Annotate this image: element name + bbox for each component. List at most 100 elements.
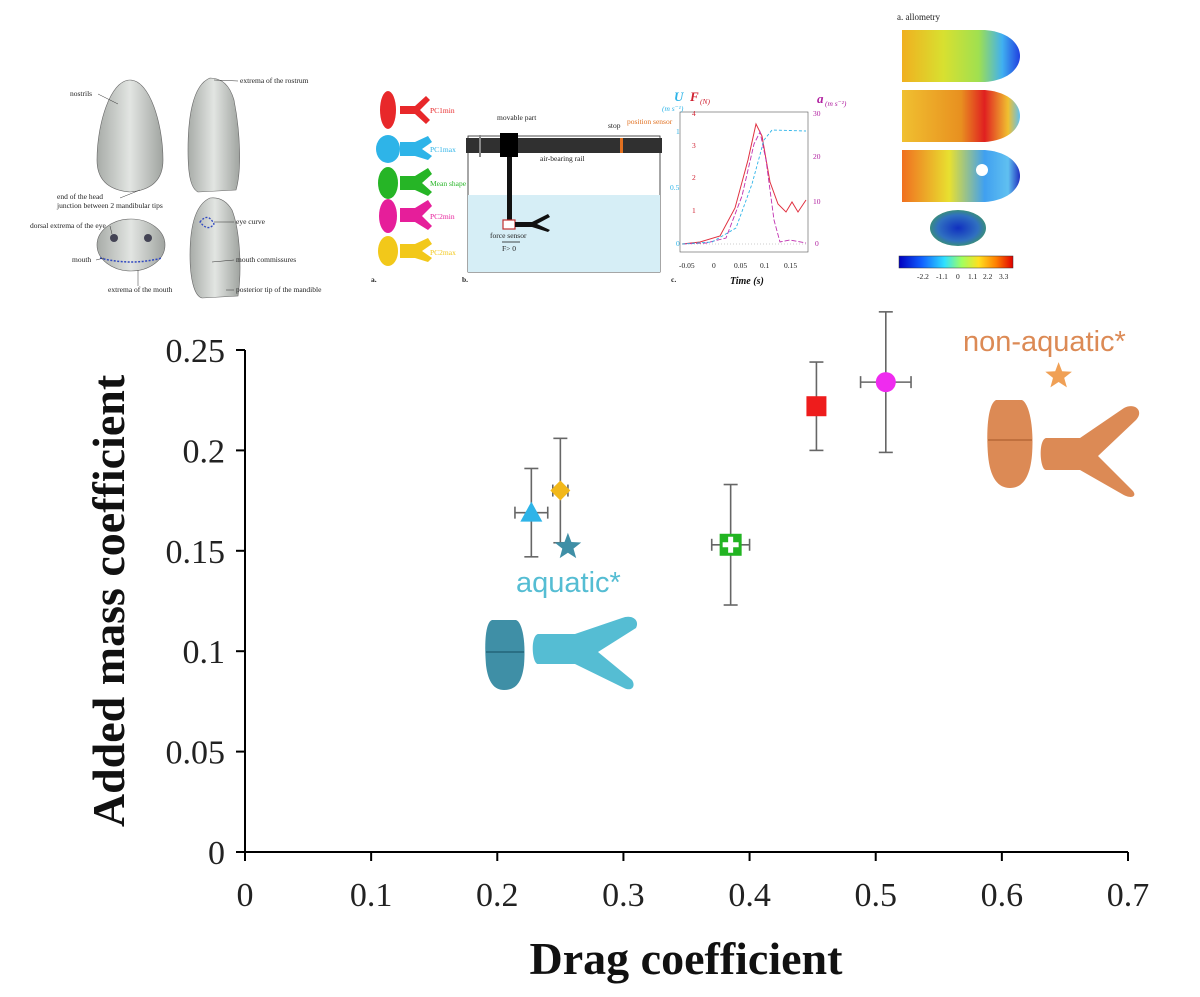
svg-text:1: 1 [692,206,696,215]
a-axis-label: a [817,91,824,106]
eye-right-icon [144,234,152,242]
label-nostrils: nostrils [70,89,92,98]
svg-text:0: 0 [956,272,960,281]
vertical-rod [507,157,512,227]
data-point-circle [859,311,912,454]
svg-text:0: 0 [815,239,819,248]
svg-text:0.5: 0.5 [670,183,680,192]
svg-text:0.15: 0.15 [784,261,797,270]
allometry-colorbar-ticks: -2.2 -1.1 0 1.1 2.2 3.3 [917,272,1009,281]
inset-time-series: U (m s⁻¹) F (N) a (m s⁻²) -0.05 0 0.05 0… [662,89,847,287]
label-end-of-head: end of the head [57,192,103,201]
force-sensor-box [502,219,516,230]
data-point-cross-square [710,483,751,606]
eye-curve-line [199,216,215,229]
rail-label: air-bearing rail [540,154,585,163]
x-tick-label: 0.4 [728,877,771,914]
y-tick-label: 0 [208,835,225,872]
marker-square [806,396,827,417]
inset-setup: PC1min PC1max Mean shape PC2min PC2max [371,91,673,284]
label-dorsal-eye: dorsal extrema of the eye [30,221,106,230]
f-axis-unit: (N) [700,97,711,106]
shape-label-pc2max: PC2max [430,248,456,257]
x-tick-label: 0.7 [1107,877,1150,914]
svg-text:0: 0 [712,261,716,270]
svg-text:1: 1 [676,127,680,136]
svg-text:2.2: 2.2 [983,272,993,281]
x-tick-label: 0.6 [981,877,1024,914]
water-tank [468,195,660,272]
allometry-head-4 [930,210,986,246]
panel-b-label: b. [462,275,468,284]
air-bearing-rail [466,138,662,153]
time-x-title: Time (s) [730,276,764,287]
svg-text:-2.2: -2.2 [917,272,929,281]
svg-text:30: 30 [813,109,821,118]
head-ventral-view [189,197,241,299]
time-f-ticks: 1 2 3 4 [692,109,696,215]
y-tick-label: 0.15 [166,534,226,571]
mouth-line [99,257,163,263]
y-tick-label: 0.25 [166,333,226,370]
svg-text:1.1: 1.1 [968,272,978,281]
allometry-colorbar [898,255,1014,269]
u-axis-unit: (m s⁻¹) [662,104,684,113]
svg-text:2: 2 [692,173,696,182]
experimental-setup: movable part stop position sensor air-be… [462,113,673,284]
velocity-curve [681,129,807,245]
svg-text:4: 4 [692,109,696,118]
non-aquatic-head-illustration [987,400,1140,497]
data-point-diamond [550,437,571,544]
eye-left-icon [110,234,118,242]
label-extrema-mouth: extrema of the mouth [108,285,173,294]
x-tick-label: 0.2 [476,877,519,914]
shape-pc2min: PC2min [379,199,455,233]
inset-head-landmarks: nostrils extrema of the rostrum end of t… [30,76,322,299]
data-point-triangle [514,467,549,558]
label-extrema-rostrum: extrema of the rostrum [240,76,309,85]
svg-text:-1.1: -1.1 [936,272,948,281]
panel-a-label: a. [371,275,377,284]
allometry-head-2 [902,90,1020,142]
inset-allometry: a. allometry -2.2 -1.1 0 1.1 2.2 3.3 [897,12,1020,281]
x-tick-label: 0.1 [350,877,393,914]
svg-text:-0.05: -0.05 [679,261,695,270]
shape-pc1min: PC1min [380,91,455,129]
shape-pc2max: PC2max [378,236,456,266]
label-mandible-tip: posterior tip of the mandible [236,285,322,294]
x-tick-label: 0.5 [854,877,897,914]
shape-list: PC1min PC1max Mean shape PC2min PC2max [371,91,467,284]
shape-mean: Mean shape [378,167,467,199]
time-x-ticks: -0.05 0 0.05 0.1 0.15 [679,261,797,270]
svg-text:3.3: 3.3 [999,272,1009,281]
marker-triangle [520,501,543,522]
data-point-square [806,361,827,452]
allometry-head-1 [902,30,1020,82]
cross-icon [722,536,739,553]
acceleration-curve [681,130,807,245]
axes: 0 0.1 0.2 0.3 0.4 0.5 0.6 0.7 0 0.05 0.1 0.15 0.2 0.2… [166,333,1150,914]
label-mandibular-tips: junction between 2 mandibular tips [56,201,163,210]
group-mean-star-icon [554,532,582,559]
stop-label: stop [608,121,621,130]
non-aquatic-group-label: non-aquatic* [963,326,1126,358]
aquatic-group-label: aquatic* [516,567,621,599]
shape-label-pc2min: PC2min [430,212,455,221]
stop-marker [620,138,623,153]
label-mouth: mouth [72,255,91,264]
label-eye-curve: eye curve [236,217,266,226]
group-mean-star-icon [1045,362,1072,388]
shape-label-pc1max: PC1max [430,145,456,154]
force-sensor-label: force sensor [490,231,527,240]
y-axis-title: Added mass coefficient [83,374,134,827]
position-sensor-label: position sensor [627,117,673,126]
y-tick-label: 0.1 [183,634,226,671]
x-axis-title: Drag coefficient [530,933,844,984]
data-points [514,311,1072,606]
allometry-eye-icon [976,164,988,176]
aquatic-head-illustration [485,616,638,690]
main-scatter-chart: 0 0.1 0.2 0.3 0.4 0.5 0.6 0.7 0 0.05 0.1 0.15 0.2 0.2… [83,311,1150,984]
setup-head-model [515,214,550,232]
allometry-head-3 [902,150,1020,202]
